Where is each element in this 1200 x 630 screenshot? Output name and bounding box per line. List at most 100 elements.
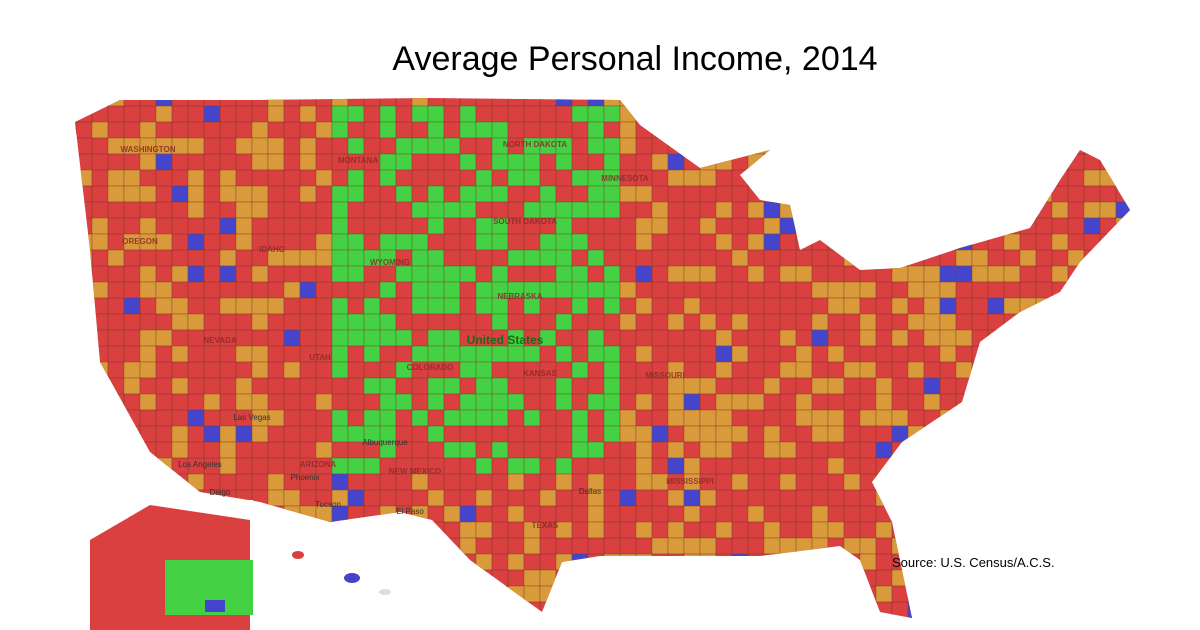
county [811,377,829,395]
county [603,361,621,379]
county [267,105,285,123]
county [1148,490,1164,506]
county [555,393,573,411]
county [75,169,93,187]
county [1083,265,1101,283]
county [779,265,797,283]
county [267,297,285,315]
county [187,409,205,427]
county [1019,585,1037,603]
county [539,617,557,618]
county [459,537,477,555]
county [1019,185,1037,203]
county [331,553,349,571]
county [891,617,909,618]
county [75,377,77,395]
county [171,185,189,203]
county [571,297,589,315]
county [715,153,733,171]
county [363,553,381,571]
county [555,249,573,267]
county [75,217,77,235]
county [459,121,477,139]
county [555,617,573,618]
county [683,617,701,618]
county [1035,137,1053,155]
county [875,249,893,267]
county [1067,361,1085,379]
county [475,457,493,475]
county [779,617,797,618]
county [555,569,573,587]
county [107,473,125,491]
county [667,521,685,539]
county [731,313,749,331]
county [75,98,77,107]
county [923,377,941,395]
county [107,425,125,443]
county [795,553,813,571]
county [1148,186,1164,202]
county [939,505,957,523]
county [283,249,301,267]
county [75,409,93,427]
county [379,313,397,331]
county [1115,105,1130,123]
county [107,249,125,267]
county [1035,313,1053,331]
map-label: WASHINGTON [121,145,176,154]
county [379,169,397,187]
county [923,457,941,475]
county [219,441,237,459]
county [939,121,957,139]
county [923,201,941,219]
county [299,153,317,171]
county [587,329,605,347]
county [1115,601,1130,618]
county [571,105,589,123]
county [1067,569,1085,587]
county [875,521,893,539]
county [315,441,333,459]
county [555,553,573,571]
county [747,105,765,123]
county [1035,521,1053,539]
county [987,505,1005,523]
county [475,121,493,139]
county [923,601,941,618]
county [971,457,989,475]
county [651,617,669,618]
county [987,98,1005,107]
county [1083,121,1101,139]
county [1067,585,1085,603]
county [1035,393,1053,411]
county [955,457,973,475]
county [731,249,749,267]
county [907,313,925,331]
county [1003,345,1021,363]
county [507,345,525,363]
county [331,521,349,539]
county [491,441,509,459]
county [971,98,989,107]
county [507,553,525,571]
county [299,249,317,267]
county [1067,329,1085,347]
county [411,281,429,299]
county [91,457,109,475]
county [907,425,925,443]
county [939,297,957,315]
county [411,249,429,267]
county [299,585,317,603]
county [843,185,861,203]
county [1099,569,1117,587]
county [1115,313,1130,331]
map-label: WYOMING [370,258,410,267]
county [795,601,813,618]
county [219,185,237,203]
county [1051,569,1069,587]
county [971,217,989,235]
county [923,137,941,155]
county [1035,98,1053,107]
county [763,201,781,219]
